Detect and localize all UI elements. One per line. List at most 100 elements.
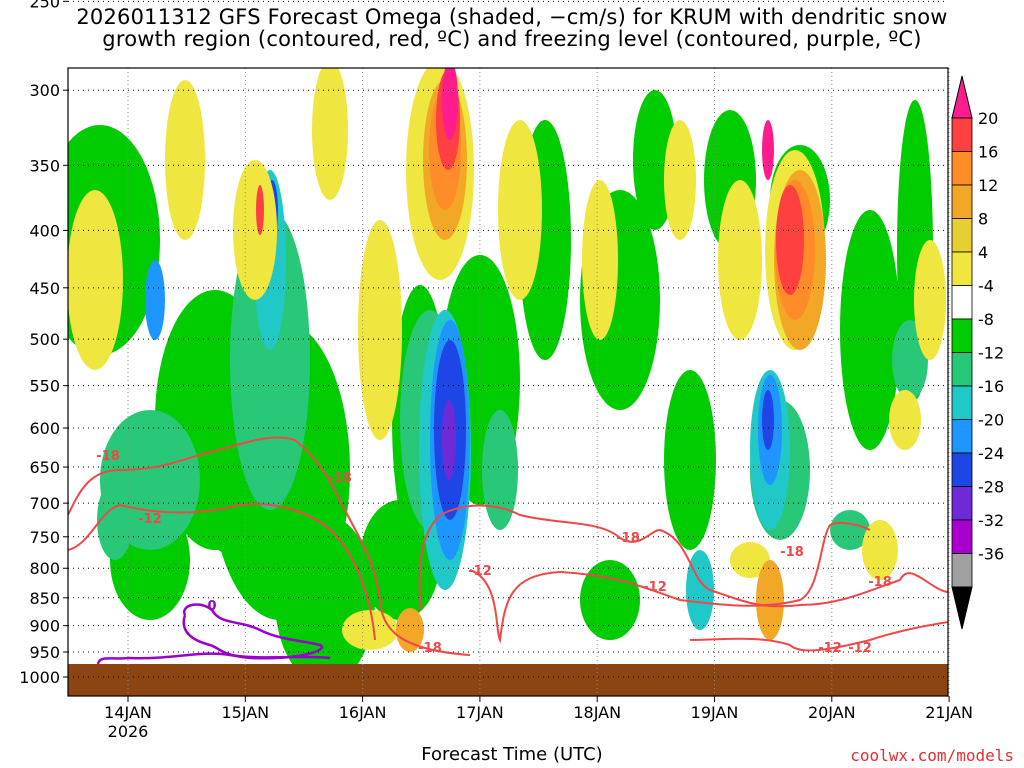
plot-frame bbox=[67, 67, 949, 697]
y-tick-label: 550 bbox=[29, 377, 60, 396]
contours: -18 -18 -12 -12 -18 -18 -12 -12 -18 -18 -12 0 bbox=[68, 436, 948, 665]
colorbar-label: -4 bbox=[978, 277, 994, 296]
omega-shading bbox=[68, 68, 946, 685]
colorbar-label: -28 bbox=[978, 478, 1004, 497]
colorbar: 20 16 12 8 4 -4 -8 -12 -16 -20 -24 -28 -32 -36 bbox=[951, 75, 1004, 630]
colorbar-segment bbox=[951, 452, 973, 487]
omega-shade-mag bbox=[442, 68, 458, 140]
x-tick-label: 14JAN bbox=[104, 703, 152, 722]
colorbar-segment bbox=[951, 251, 973, 286]
title-line-2: growth region (contoured, red, ºC) and f… bbox=[102, 27, 922, 51]
colorbar-label: 16 bbox=[978, 143, 998, 162]
x-tick-label: 16JAN bbox=[339, 703, 387, 722]
dgz-contour-label: -12 bbox=[848, 641, 872, 656]
omega-shade-purp bbox=[442, 400, 456, 480]
omega-shade-yel bbox=[582, 180, 618, 340]
omega-shade-grn bbox=[840, 210, 900, 450]
omega-shade-yel bbox=[312, 68, 348, 200]
y-tick-label: 600 bbox=[29, 419, 60, 438]
omega-shade-gold bbox=[756, 560, 784, 640]
omega-shade-yel bbox=[233, 160, 277, 300]
colorbar-label: 12 bbox=[978, 176, 998, 195]
omega-shade-lblue bbox=[145, 260, 165, 340]
dgz-contour bbox=[68, 503, 376, 641]
y-axis: 250 300 350 400 450 500 550 600 650 700 750 800 850 9… bbox=[19, 0, 68, 687]
dgz-contour-label: -12 bbox=[818, 641, 842, 656]
dgz-contour-label: -18 bbox=[616, 531, 640, 546]
x-axis: 14JAN 15JAN 16JAN 17JAN 18JAN 19JAN 20JAN 21JAN… bbox=[104, 696, 973, 741]
omega-shade-gold bbox=[396, 608, 424, 652]
x-tick-label: 17JAN bbox=[456, 703, 504, 722]
x-tick-label: 19JAN bbox=[691, 703, 739, 722]
x-tick-label: 21JAN bbox=[925, 703, 973, 722]
colorbar-arrow-top bbox=[951, 75, 973, 119]
ground-terrain bbox=[68, 664, 948, 696]
colorbar-label: 8 bbox=[978, 210, 988, 229]
y-tick-label: 300 bbox=[29, 81, 60, 100]
omega-shade-yel bbox=[342, 610, 398, 650]
y-tick-label: 450 bbox=[29, 279, 60, 298]
x-tick-label: 15JAN bbox=[221, 703, 269, 722]
dgz-contour bbox=[418, 504, 948, 611]
colorbar-segment bbox=[951, 519, 973, 554]
colorbar-segment bbox=[951, 218, 973, 253]
x-tick-label: 18JAN bbox=[573, 703, 621, 722]
y-tick-label: 750 bbox=[29, 528, 60, 547]
omega-shade-yel bbox=[358, 220, 402, 440]
dgz-contour bbox=[469, 521, 871, 644]
colorbar-label: -20 bbox=[978, 411, 1004, 430]
omega-shade-yel bbox=[664, 120, 696, 240]
omega-shade-yel bbox=[68, 190, 123, 370]
colorbar-segment bbox=[951, 184, 973, 219]
omega-shade-yel bbox=[165, 80, 205, 240]
y-tick-label: 950 bbox=[29, 643, 60, 662]
omega-shade-grn bbox=[664, 370, 716, 550]
dgz-contour-label: -12 bbox=[468, 564, 492, 579]
freezing-contour-label: 0 bbox=[207, 599, 216, 614]
colorbar-segment bbox=[951, 117, 973, 152]
colorbar-segment bbox=[951, 318, 973, 353]
y-tick-label: 1000 bbox=[19, 668, 60, 687]
colorbar-label: -24 bbox=[978, 444, 1004, 463]
omega-shade-blue bbox=[762, 390, 774, 450]
y-tick-label: 500 bbox=[29, 330, 60, 349]
freezing-contour bbox=[182, 603, 324, 660]
dgz-contour-label: -18 bbox=[96, 449, 120, 464]
omega-shade-mag bbox=[762, 120, 774, 180]
dgz-contour bbox=[68, 436, 471, 656]
colorbar-segment bbox=[951, 486, 973, 521]
colorbar-label: 20 bbox=[978, 109, 998, 128]
colorbar-segment bbox=[951, 385, 973, 420]
colorbar-label: -8 bbox=[978, 310, 994, 329]
dgz-contour bbox=[689, 621, 948, 652]
colorbar-label: 4 bbox=[978, 243, 988, 262]
y-tick-label: 900 bbox=[29, 617, 60, 636]
x-year-label: 2026 bbox=[108, 722, 149, 741]
credit-text: coolwx.com/models bbox=[850, 746, 1014, 765]
dgz-contour-label: -18 bbox=[780, 545, 804, 560]
colorbar-label: -12 bbox=[978, 344, 1004, 363]
omega-shade-yel bbox=[862, 520, 898, 580]
y-tick-label: 800 bbox=[29, 559, 60, 578]
omega-shade-red bbox=[256, 185, 264, 235]
omega-shade-teal bbox=[830, 510, 870, 550]
dgz-contour-label: -18 bbox=[868, 575, 892, 590]
omega-shade-red bbox=[776, 185, 804, 295]
omega-shade-yel bbox=[498, 120, 542, 300]
colorbar-label: -36 bbox=[978, 545, 1004, 564]
omega-shade-teal bbox=[482, 410, 518, 530]
colorbar-segment bbox=[951, 553, 973, 588]
colorbar-segment bbox=[951, 285, 973, 320]
colorbar-label: -32 bbox=[978, 511, 1004, 530]
omega-shade-yel bbox=[730, 542, 770, 578]
omega-shade-yel bbox=[718, 180, 762, 340]
y-tick-label: 700 bbox=[29, 494, 60, 513]
dgz-contour-label: -18 bbox=[328, 471, 352, 486]
colorbar-segment bbox=[951, 352, 973, 387]
y-tick-label: 400 bbox=[29, 221, 60, 240]
omega-shade-teal bbox=[97, 480, 133, 560]
colorbar-segment bbox=[951, 419, 973, 454]
omega-shade-yel bbox=[889, 390, 921, 450]
dgz-contour-label: -12 bbox=[138, 512, 162, 527]
